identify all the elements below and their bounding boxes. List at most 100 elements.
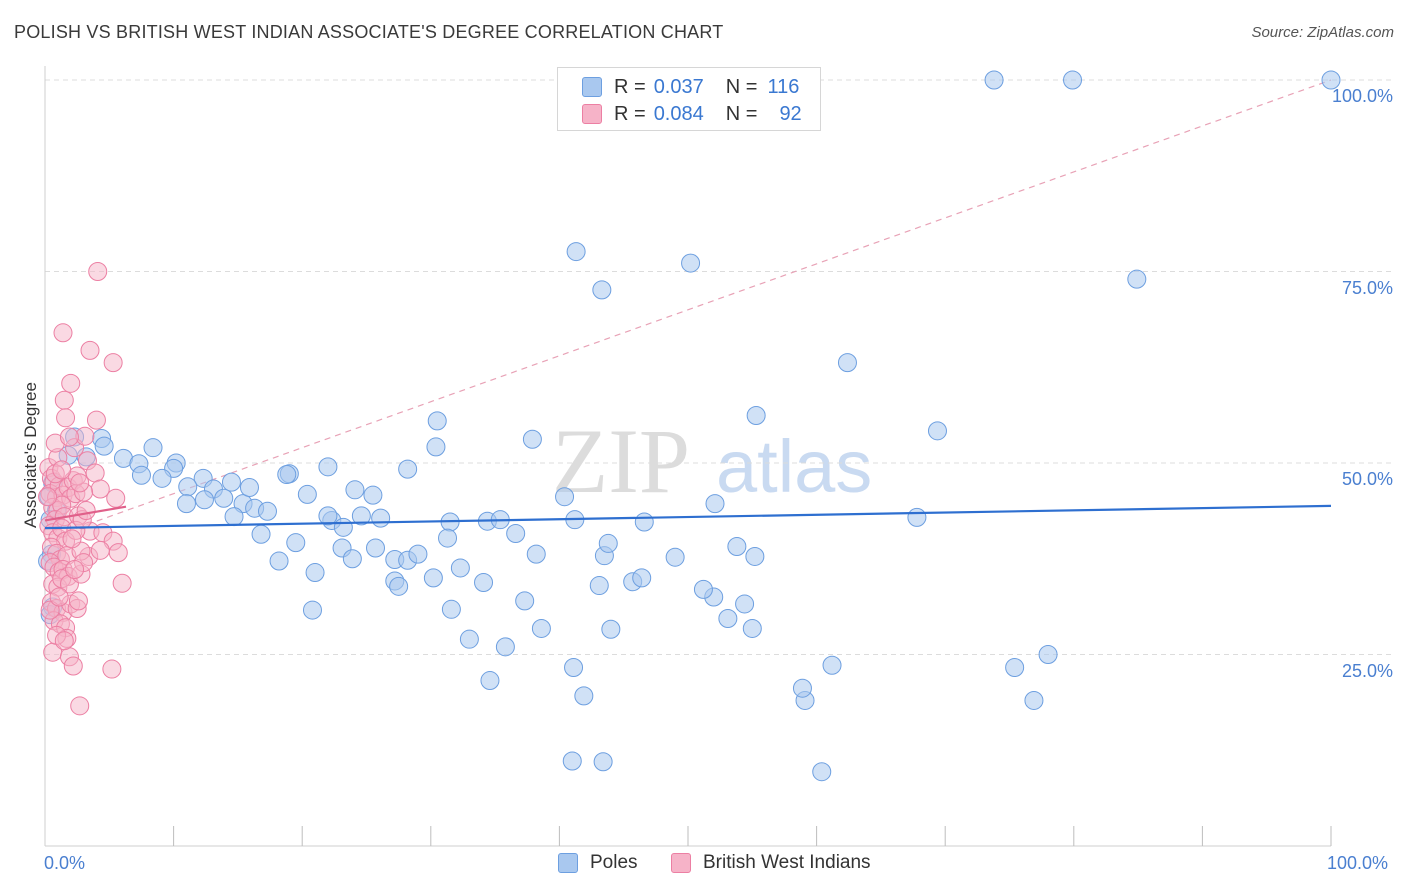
poles-point	[333, 517, 353, 537]
poles-point	[269, 551, 289, 571]
bwi-point	[90, 479, 110, 499]
poles-point	[131, 465, 151, 485]
bwi-point	[68, 591, 88, 611]
poles-point	[297, 484, 317, 504]
poles-point	[562, 751, 582, 771]
bwi-point	[103, 353, 123, 373]
poles-trend-line	[44, 504, 1332, 530]
bwi-point	[65, 559, 85, 579]
poles-point	[531, 618, 551, 638]
poles-point	[345, 480, 365, 500]
legend-r-label: R =	[614, 102, 646, 125]
legend-n-label: N =	[725, 102, 758, 125]
bwi-point	[40, 600, 60, 620]
watermark-atlas: atlas	[716, 425, 872, 508]
bwi-point	[54, 631, 74, 651]
poles-point	[837, 353, 857, 373]
reference-line-segment	[44, 79, 1332, 541]
bwi-trend-line	[44, 505, 127, 522]
poles-point	[426, 437, 446, 457]
poles-point	[441, 599, 461, 619]
poles-points	[38, 70, 1341, 782]
poles-point	[566, 242, 586, 262]
gridlines	[45, 79, 1392, 655]
bwi-point	[49, 587, 69, 607]
poles-point	[277, 464, 297, 484]
legend-item-poles[interactable]: Poles	[558, 852, 638, 874]
bwi-point	[59, 427, 79, 447]
poles-point	[506, 523, 526, 543]
poles-point	[286, 533, 306, 553]
bwi-point	[53, 323, 73, 343]
legend-label-poles: Poles	[590, 852, 638, 873]
bwi-swatch	[671, 853, 691, 873]
poles-point	[342, 549, 362, 569]
poles-point	[634, 512, 654, 532]
poles-point	[94, 436, 114, 456]
x-tick-label-min: 0.0%	[44, 853, 86, 873]
poles-point	[742, 618, 762, 638]
poles-point	[564, 658, 584, 678]
poles-point	[371, 508, 391, 528]
source-credit: Source: ZipAtlas.com	[1251, 24, 1394, 41]
bwi-point	[62, 529, 82, 549]
poles-point	[389, 576, 409, 596]
poles-point	[214, 488, 234, 508]
poles-point	[427, 411, 447, 431]
poles-point	[792, 678, 812, 698]
legend-r-value: 0.084	[653, 102, 704, 125]
poles-point	[351, 506, 371, 526]
bwi-point	[85, 463, 105, 483]
poles-point	[1127, 269, 1147, 289]
watermark-zip: ZIP	[552, 410, 690, 512]
bwi-point	[54, 390, 74, 410]
poles-point	[735, 594, 755, 614]
poles-point	[176, 494, 196, 514]
reference-line	[44, 79, 1332, 541]
poles-point	[746, 406, 766, 426]
poles-point	[598, 533, 618, 553]
poles-point	[718, 608, 738, 628]
poles-point	[318, 457, 338, 477]
y-tick-label: 50.0%	[1341, 469, 1393, 489]
bwi-point	[112, 573, 132, 593]
poles-point	[515, 591, 535, 611]
bwi-point	[80, 340, 100, 360]
poles-point	[665, 547, 685, 567]
poles-point	[318, 506, 338, 526]
poles-point	[812, 762, 832, 782]
poles-point	[239, 478, 259, 498]
poles-point	[495, 637, 515, 657]
poles-point	[305, 563, 325, 583]
bwi-point	[70, 696, 90, 716]
poles-point	[474, 572, 494, 592]
poles-point	[592, 280, 612, 300]
poles-point	[450, 558, 470, 578]
watermark: ZIP atlas	[552, 410, 872, 512]
poles-point	[480, 671, 500, 691]
poles-point	[143, 438, 163, 458]
poles-point	[152, 468, 172, 488]
legend-row-poles: R = 0.037 N = 116	[582, 74, 799, 100]
poles-point	[555, 487, 575, 507]
poles-point	[984, 70, 1004, 90]
poles-point	[907, 507, 927, 527]
poles-point	[194, 490, 214, 510]
legend-item-bwi[interactable]: British West Indians	[671, 852, 871, 874]
bwi-point	[38, 487, 58, 507]
bwi-point	[102, 659, 122, 679]
poles-point	[589, 576, 609, 596]
poles-swatch	[582, 77, 602, 97]
poles-point	[522, 429, 542, 449]
bwi-point	[56, 408, 76, 428]
poles-point	[438, 528, 458, 548]
poles-point	[408, 544, 428, 564]
legend-label-bwi: British West Indians	[703, 852, 871, 873]
y-tick-label: 75.0%	[1341, 277, 1393, 298]
poles-point	[526, 544, 546, 564]
poles-point	[727, 536, 747, 556]
bwi-point	[88, 262, 108, 281]
poles-point	[257, 501, 277, 521]
poles-point	[1321, 70, 1341, 90]
